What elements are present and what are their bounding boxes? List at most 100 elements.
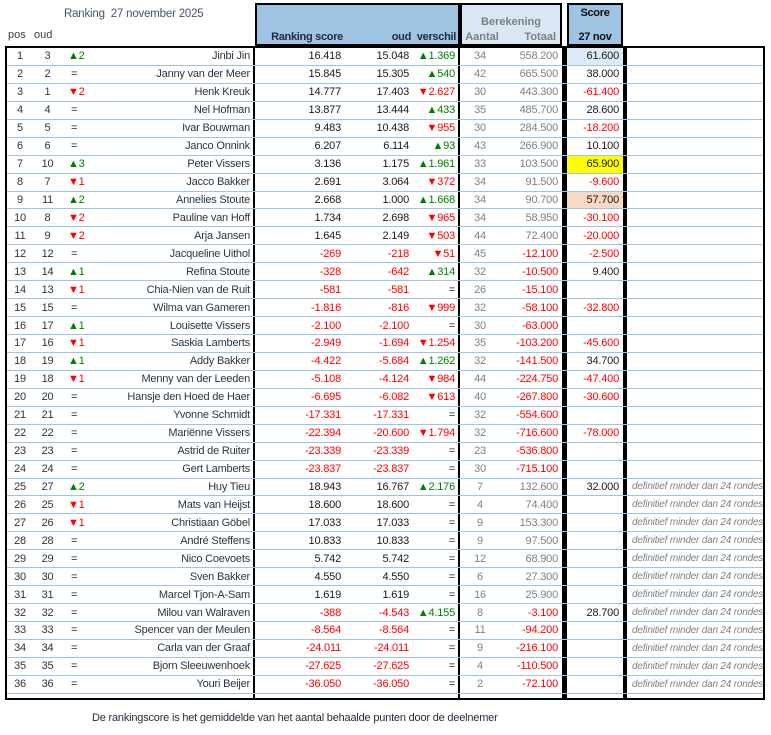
cell-old-position[interactable]: 21 xyxy=(41,409,54,422)
cell-score-difference[interactable]: = xyxy=(413,622,460,639)
cell-old-position[interactable]: 31 xyxy=(41,588,54,601)
cell-position-change[interactable]: = xyxy=(71,301,78,314)
cell-score-27nov[interactable]: -9.600 xyxy=(589,176,619,189)
cell-totaal[interactable]: 58.950 xyxy=(525,211,559,224)
cell-ranking-score-old[interactable]: 10.833 xyxy=(376,534,410,547)
cell-totaal[interactable]: -12.100 xyxy=(522,247,558,260)
cell-ranking-score[interactable]: -2.100 xyxy=(311,319,341,332)
cell-position-change[interactable]: ▼2 xyxy=(68,229,85,242)
cell-position[interactable]: 10 xyxy=(14,211,26,224)
cell-score-difference[interactable]: ▼613 xyxy=(413,388,460,406)
cell-aantal[interactable]: 9 xyxy=(477,516,483,529)
cell-ranking-score-old[interactable]: 15.305 xyxy=(376,68,410,81)
cell-note[interactable]: definitief minder dan 24 rondes xyxy=(632,481,763,493)
cell-aantal[interactable]: 34 xyxy=(474,50,486,63)
cell-player-name[interactable]: Nico Coevoets xyxy=(100,550,255,568)
cell-ranking-score[interactable]: 15.845 xyxy=(308,68,342,81)
cell-score-27nov[interactable]: 65.900 xyxy=(567,155,623,173)
cell-position[interactable]: 19 xyxy=(14,373,26,386)
cell-totaal[interactable]: 485.700 xyxy=(519,104,559,117)
cell-totaal[interactable]: 74.400 xyxy=(525,498,559,511)
cell-note[interactable] xyxy=(627,156,763,173)
cell-score-difference[interactable]: ▲433 xyxy=(413,101,460,119)
cell-note[interactable]: definitief minder dan 24 rondes xyxy=(632,553,763,565)
cell-position-change[interactable]: = xyxy=(71,122,78,135)
cell-position[interactable]: 7 xyxy=(17,158,23,171)
cell-score-27nov[interactable] xyxy=(567,496,623,513)
cell-ranking-score-old[interactable]: 17.033 xyxy=(376,516,410,529)
cell-aantal[interactable]: 4 xyxy=(477,660,483,673)
cell-position[interactable]: 26 xyxy=(14,498,26,511)
cell-totaal[interactable]: -3.100 xyxy=(528,606,558,619)
cell-player-name[interactable]: Pauline van Hoff xyxy=(100,209,255,227)
cell-old-position[interactable]: 13 xyxy=(41,283,54,296)
cell-score-27nov[interactable] xyxy=(567,461,623,478)
cell-old-position[interactable]: 19 xyxy=(41,355,54,368)
cell-old-position[interactable]: 32 xyxy=(41,606,54,619)
cell-score-27nov[interactable] xyxy=(567,407,623,424)
cell-position[interactable]: 23 xyxy=(14,445,26,458)
cell-player-name[interactable]: André Steffens xyxy=(100,532,255,550)
cell-old-position[interactable]: 11 xyxy=(41,193,54,206)
cell-aantal[interactable]: 32 xyxy=(474,265,486,278)
cell-score-difference[interactable]: ▲1.262 xyxy=(413,352,460,370)
cell-old-position[interactable]: 10 xyxy=(41,158,54,171)
cell-position[interactable]: 11 xyxy=(14,229,26,242)
cell-position[interactable]: 5 xyxy=(17,122,23,135)
cell-ranking-score-old[interactable]: 2.149 xyxy=(382,229,409,242)
cell-position-change[interactable]: ▼2 xyxy=(68,86,85,99)
cell-score-27nov[interactable] xyxy=(567,658,623,675)
cell-note[interactable] xyxy=(627,192,763,209)
cell-score-27nov[interactable]: -78.000 xyxy=(583,427,619,440)
cell-ranking-score[interactable]: 5.742 xyxy=(314,552,341,565)
cell-player-name[interactable]: Yvonne Schmidt xyxy=(100,406,255,424)
cell-position[interactable]: 20 xyxy=(14,391,26,404)
cell-player-name[interactable]: Henk Kreuk xyxy=(100,83,255,101)
cell-ranking-score[interactable]: 9.483 xyxy=(314,122,341,135)
cell-player-name[interactable]: Ivar Bouwman xyxy=(100,119,255,137)
cell-totaal[interactable]: -216.100 xyxy=(516,642,558,655)
cell-player-name[interactable]: Hansje den Hoed de Haer xyxy=(100,388,255,406)
cell-ranking-score-old[interactable]: -20.600 xyxy=(373,427,409,440)
cell-note[interactable] xyxy=(627,389,763,406)
cell-ranking-score[interactable]: -6.695 xyxy=(311,391,341,404)
cell-position[interactable]: 9 xyxy=(17,193,23,206)
cell-ranking-score-old[interactable]: -6.082 xyxy=(379,391,409,404)
cell-old-position[interactable]: 33 xyxy=(41,624,54,637)
cell-player-name[interactable]: Astrid de Ruiter xyxy=(100,442,255,460)
cell-score-difference[interactable]: = xyxy=(413,532,460,550)
cell-note[interactable] xyxy=(627,48,763,65)
cell-score-difference[interactable]: = xyxy=(413,657,460,675)
cell-note[interactable]: definitief minder dan 24 rondes xyxy=(632,535,763,547)
cell-aantal[interactable]: 16 xyxy=(474,588,486,601)
cell-score-27nov[interactable]: 28.700 xyxy=(586,606,620,619)
cell-player-name[interactable]: Spencer van der Meulen xyxy=(100,622,255,639)
cell-old-position[interactable]: 24 xyxy=(41,463,54,476)
cell-old-position[interactable]: 18 xyxy=(41,373,54,386)
cell-score-difference[interactable]: ▲4.155 xyxy=(413,604,460,621)
cell-score-difference[interactable]: ▼984 xyxy=(413,370,460,388)
cell-position-change[interactable]: = xyxy=(71,409,78,422)
cell-score-difference[interactable]: ▲2.176 xyxy=(413,478,460,496)
cell-aantal[interactable]: 44 xyxy=(474,229,486,242)
cell-player-name[interactable]: Louisette Vissers xyxy=(100,317,255,334)
cell-totaal[interactable]: 72.400 xyxy=(525,229,559,242)
cell-aantal[interactable]: 30 xyxy=(474,86,486,99)
cell-score-27nov[interactable] xyxy=(567,532,623,549)
cell-position[interactable]: 14 xyxy=(14,283,26,296)
cell-ranking-score-old[interactable]: -642 xyxy=(387,265,409,278)
cell-position-change[interactable]: ▼1 xyxy=(68,373,85,386)
cell-note[interactable]: definitief minder dan 24 rondes xyxy=(632,624,763,636)
cell-position-change[interactable]: = xyxy=(71,588,78,601)
cell-totaal[interactable]: -141.500 xyxy=(516,355,558,368)
cell-player-name[interactable]: Chia-Nien van de Ruit xyxy=(100,281,255,299)
cell-ranking-score[interactable]: -17.331 xyxy=(305,409,341,422)
cell-old-position[interactable]: 16 xyxy=(41,337,54,350)
cell-player-name[interactable]: Annelies Stoute xyxy=(100,191,255,209)
cell-player-name[interactable]: Huy Tieu xyxy=(100,478,255,496)
cell-position[interactable]: 36 xyxy=(14,678,26,691)
cell-position-change[interactable]: = xyxy=(71,391,78,404)
cell-totaal[interactable]: 68.900 xyxy=(525,552,559,565)
cell-player-name[interactable]: Carla van der Graaf xyxy=(100,639,255,657)
cell-aantal[interactable]: 7 xyxy=(477,480,483,493)
